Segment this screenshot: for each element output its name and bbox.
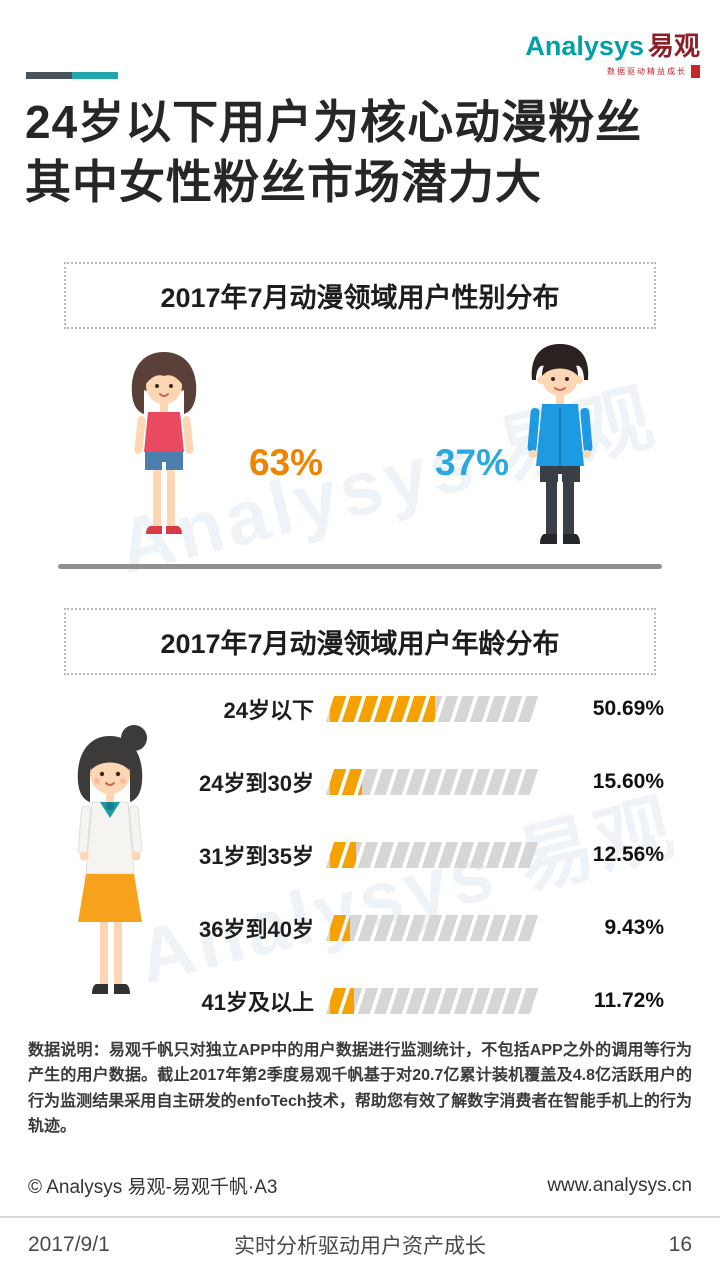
female-illustration (104, 338, 224, 573)
accent-dash-dark (26, 72, 72, 79)
age-bar-label: 31岁到35岁 (199, 843, 314, 869)
data-note: 数据说明：易观千帆只对独立APP中的用户数据进行监测统计，不包括APP之外的调用… (28, 1042, 692, 1135)
footer-date: 2017/9/1 (28, 1233, 110, 1256)
age-section-title: 2017年7月动漫领域用户年龄分布 (64, 608, 656, 675)
age-bar-label: 36岁到40岁 (199, 916, 314, 942)
footer-bar: 实时分析驱动用户资产成长 2017/9/1 16 (28, 1233, 692, 1258)
age-bar-row: 36岁到40岁 9.43% (0, 891, 720, 964)
age-bar-label: 24岁以下 (223, 697, 314, 723)
gender-section-title: 2017年7月动漫领域用户性别分布 (64, 262, 656, 329)
age-bar (325, 914, 539, 941)
age-bar-label: 41岁及以上 (201, 989, 314, 1015)
female-percentage: 63% (248, 442, 324, 483)
age-bar (325, 987, 539, 1014)
page-title: 24岁以下用户为核心动漫粉丝 其中女性粉丝市场潜力大 (25, 92, 695, 212)
accent-dashes (26, 72, 118, 79)
accent-dash-teal (72, 72, 118, 79)
age-bar (325, 768, 539, 795)
age-bar-row: 31岁到35岁 12.56% (0, 818, 720, 891)
male-percentage: 37% (434, 442, 510, 483)
ground-line (58, 564, 662, 569)
age-bar-value: 15.60% (592, 769, 664, 793)
age-bar-row: 24岁以下 50.69% (0, 672, 720, 745)
footer-divider (0, 1216, 720, 1218)
website-text: www.analysys.cn (547, 1174, 692, 1196)
age-bar (325, 841, 539, 868)
male-illustration (500, 332, 620, 577)
age-bar-value: 50.69% (592, 696, 664, 720)
age-bar-row: 24岁到30岁 15.60% (0, 745, 720, 818)
logo-tagline: 数据驱动精益成长 (607, 67, 687, 76)
page-title-line2: 其中女性粉丝市场潜力大 (25, 156, 542, 208)
age-bar-value: 11.72% (593, 988, 664, 1012)
logo-brand-cn: 易观 (647, 31, 700, 61)
age-bar (325, 695, 539, 722)
page-number: 16 (668, 1233, 692, 1256)
female-figure-icon (131, 352, 197, 534)
age-bar-value: 12.56% (592, 842, 664, 866)
page-title-line1: 24岁以下用户为核心动漫粉丝 (25, 96, 643, 148)
credit-row: © Analysys 易观-易观千帆·A3 www.analysys.cn (28, 1172, 692, 1199)
male-figure-icon (527, 344, 593, 544)
age-bar-value: 9.43% (604, 915, 664, 939)
office-woman-illustration (46, 718, 176, 1023)
copyright-text: © Analysys 易观-易观千帆·A3 (28, 1177, 278, 1198)
office-woman-figure-icon (77, 725, 147, 994)
logo-brand-en: Analysys (525, 31, 644, 61)
analysys-logo: Analysys 易观 数据驱动精益成长 (525, 26, 700, 78)
logo-seal-icon (691, 65, 700, 78)
age-bar-chart: 24岁以下 50.69% 24岁到30岁 15.60% 31岁到35岁 12.56% 36岁… (0, 672, 720, 1037)
age-bar-label: 24岁到30岁 (199, 770, 314, 796)
footer-slogan: 实时分析驱动用户资产成长 (234, 1235, 486, 1258)
age-bar-row: 41岁及以上 11.72% (0, 964, 720, 1037)
